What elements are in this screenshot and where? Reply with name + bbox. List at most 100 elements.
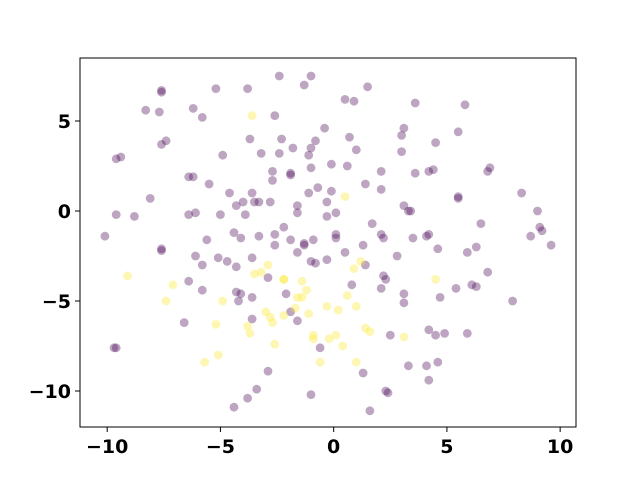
data-point <box>399 332 409 342</box>
data-point <box>290 303 300 313</box>
data-point <box>315 343 325 353</box>
data-point <box>361 323 370 333</box>
data-point <box>279 222 289 232</box>
data-point <box>240 210 250 220</box>
data-point <box>327 186 336 196</box>
data-point <box>197 285 207 295</box>
data-point <box>453 127 463 137</box>
data-point <box>245 134 255 144</box>
data-point <box>397 147 406 157</box>
data-point <box>351 302 361 311</box>
data-point <box>408 233 418 243</box>
data-point <box>247 253 257 263</box>
data-point <box>327 159 336 169</box>
data-point <box>404 206 413 216</box>
data-point <box>243 84 253 93</box>
data-point <box>424 230 434 239</box>
data-point <box>191 251 200 261</box>
x-tick-label: −5 <box>206 436 235 458</box>
data-point <box>406 206 416 216</box>
data-point <box>311 136 320 146</box>
data-point <box>304 309 314 318</box>
data-point <box>279 275 289 284</box>
data-point <box>304 150 314 160</box>
data-point <box>254 231 264 241</box>
data-point <box>308 334 318 344</box>
data-point <box>324 334 334 344</box>
data-point <box>109 343 119 353</box>
data-point <box>157 246 166 256</box>
data-point <box>462 329 472 338</box>
data-point <box>286 170 295 180</box>
data-point <box>342 161 352 171</box>
data-point <box>288 143 298 153</box>
data-point <box>422 361 431 371</box>
data-point <box>340 248 350 257</box>
data-point <box>157 244 166 254</box>
data-point <box>213 350 223 360</box>
data-point <box>376 185 386 194</box>
data-point <box>340 95 350 104</box>
data-point <box>270 240 280 250</box>
data-point <box>315 357 325 367</box>
data-point <box>322 212 332 221</box>
data-point <box>254 197 264 207</box>
data-point <box>322 255 332 264</box>
data-point <box>111 210 121 220</box>
data-point <box>535 222 545 232</box>
data-point <box>399 298 409 308</box>
data-point <box>483 267 493 277</box>
data-point <box>381 386 391 396</box>
x-tick-label: −10 <box>86 436 128 458</box>
data-point <box>154 107 164 117</box>
data-point <box>302 285 311 295</box>
data-point <box>471 242 481 252</box>
data-point <box>440 329 449 338</box>
data-point <box>236 289 246 299</box>
data-point <box>111 343 121 353</box>
data-point <box>286 235 295 245</box>
data-point <box>188 104 198 113</box>
data-point <box>392 251 402 261</box>
data-point <box>270 111 280 120</box>
data-point <box>476 219 486 229</box>
data-point <box>218 150 228 160</box>
data-point <box>211 84 221 93</box>
data-point <box>435 293 445 302</box>
data-point <box>410 98 420 108</box>
data-point <box>424 375 434 385</box>
data-point <box>361 179 370 189</box>
data-point <box>313 183 323 193</box>
y-tick-label: 0 <box>58 201 71 223</box>
data-point <box>299 80 309 90</box>
data-point <box>467 280 477 290</box>
data-point <box>304 188 314 198</box>
data-point <box>331 230 341 239</box>
data-point <box>399 123 409 133</box>
data-point <box>299 240 309 250</box>
data-point <box>453 194 463 203</box>
data-point <box>277 134 286 144</box>
data-point <box>431 330 440 340</box>
data-point <box>462 248 472 257</box>
data-point <box>274 71 284 81</box>
data-point <box>191 208 200 218</box>
data-point <box>431 138 440 148</box>
data-point <box>331 208 341 218</box>
data-point <box>261 307 271 317</box>
data-point <box>161 296 171 306</box>
data-point <box>168 280 178 290</box>
data-point <box>247 111 257 120</box>
data-point <box>342 291 352 300</box>
data-point <box>141 105 151 115</box>
data-point <box>263 273 273 282</box>
data-point <box>297 293 307 302</box>
data-point <box>250 197 259 207</box>
data-point <box>268 176 277 185</box>
data-point <box>358 240 368 250</box>
data-point <box>231 262 241 272</box>
data-point <box>265 312 275 322</box>
data-point <box>376 167 386 176</box>
data-point <box>306 143 316 153</box>
